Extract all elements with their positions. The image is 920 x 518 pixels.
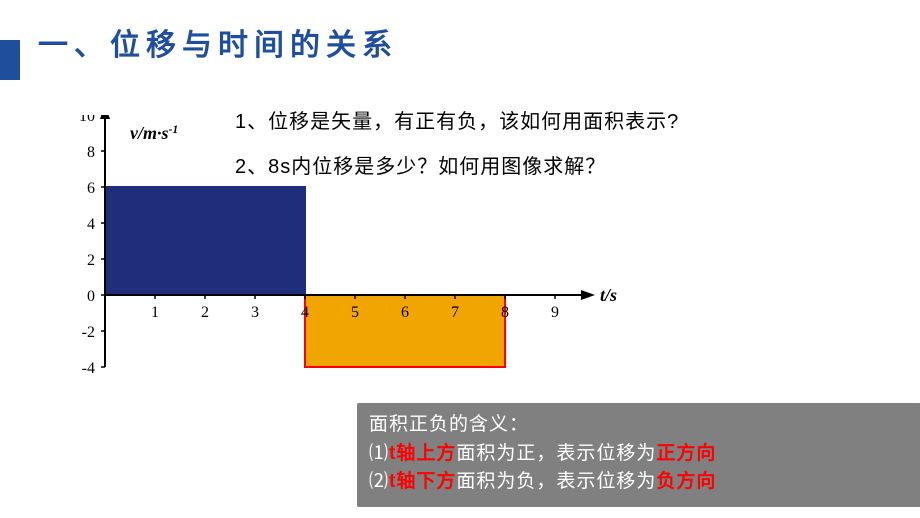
left-accent-stripe bbox=[0, 40, 20, 80]
svg-text:v/m·s-1: v/m·s-1 bbox=[130, 123, 178, 144]
svg-text:1: 1 bbox=[151, 304, 159, 321]
svg-text:t/s: t/s bbox=[600, 285, 617, 305]
svg-text:6: 6 bbox=[87, 180, 95, 197]
svg-text:3: 3 bbox=[251, 304, 259, 321]
velocity-time-chart: -4-20246810123456789v/m·s-1t/s bbox=[55, 115, 675, 375]
info-header: 面积正负的含义： bbox=[369, 411, 909, 440]
svg-text:7: 7 bbox=[451, 304, 459, 321]
svg-text:-4: -4 bbox=[82, 360, 95, 375]
svg-text:6: 6 bbox=[401, 304, 409, 321]
svg-text:5: 5 bbox=[351, 304, 359, 321]
area-meaning-box: 面积正负的含义： ⑴t轴上方面积为正，表示位移为正方向 ⑵t轴下方面积为负，表示… bbox=[357, 403, 920, 507]
svg-text:0: 0 bbox=[87, 288, 95, 305]
svg-text:10: 10 bbox=[79, 115, 95, 125]
svg-text:8: 8 bbox=[87, 144, 95, 161]
svg-text:8: 8 bbox=[501, 304, 509, 321]
svg-text:2: 2 bbox=[201, 304, 209, 321]
svg-text:-2: -2 bbox=[82, 324, 95, 341]
page-title: 一、位移与时间的关系 bbox=[38, 20, 398, 64]
info-line-1: ⑴t轴上方面积为正，表示位移为正方向 bbox=[369, 440, 909, 469]
svg-text:4: 4 bbox=[87, 216, 95, 233]
info-line-2: ⑵t轴下方面积为负，表示位移为负方向 bbox=[369, 468, 909, 497]
svg-text:9: 9 bbox=[551, 304, 559, 321]
svg-text:4: 4 bbox=[301, 304, 309, 321]
svg-text:2: 2 bbox=[87, 252, 95, 269]
